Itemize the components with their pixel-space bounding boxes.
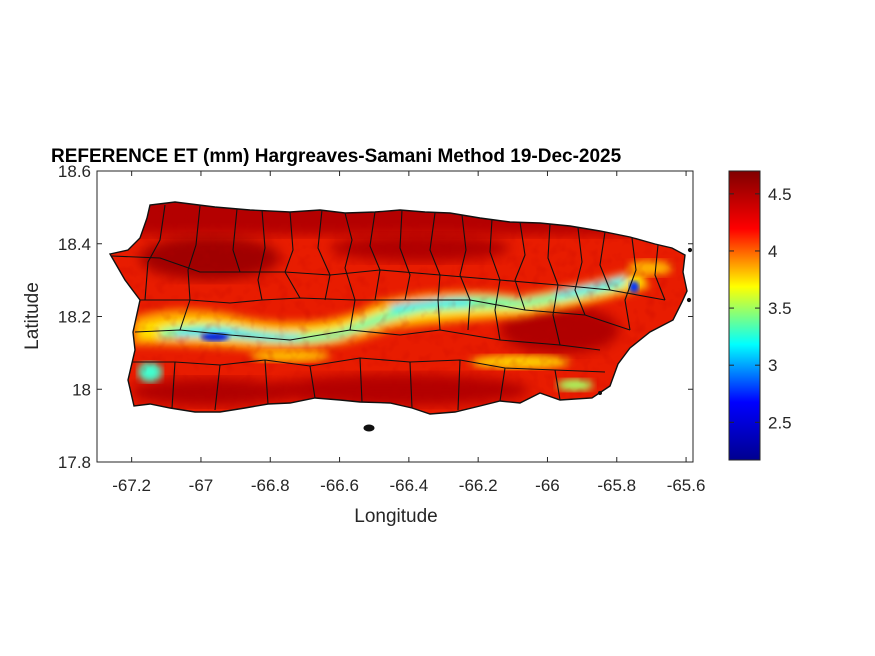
mottle-texture [110, 202, 687, 414]
y-tick-label: 18.6 [58, 162, 91, 181]
colorbar-tick-label: 4.5 [768, 185, 792, 204]
islet-south-1 [598, 391, 602, 395]
colorbar-tick-label: 4 [768, 242, 777, 261]
islet-east-2 [686, 297, 692, 303]
y-axis-label: Latitude [22, 282, 43, 350]
y-tick-label: 17.8 [58, 453, 91, 472]
y-tick-label: 18.4 [58, 235, 91, 254]
chart-title: REFERENCE ET (mm) Hargreaves-Samani Meth… [51, 146, 622, 167]
colorbar-tick-label: 3 [768, 356, 777, 375]
x-axis-ticks: -67.2 -67 -66.8 -66.6 -66.4 -66.2 -66 -65.8 -65.… [112, 171, 705, 495]
x-tick-label: -66 [535, 476, 560, 495]
heatmap-layer [110, 202, 687, 414]
municipality-boundaries [111, 204, 666, 411]
y-axis-ticks: 17.8 18 18.2 18.4 18.6 [58, 162, 693, 472]
colorbar-ticks: 2.5 3 3.5 4 4.5 [729, 185, 792, 432]
x-axis-label: Longitude [354, 506, 437, 527]
x-tick-label: -67 [189, 476, 214, 495]
colorbar: 2.5 3 3.5 4 4.5 [728, 170, 792, 461]
caja-de-muertos-islet [363, 424, 375, 432]
x-tick-label: -65.6 [667, 476, 706, 495]
islet-east-1 [687, 247, 693, 253]
y-tick-label: 18 [72, 380, 91, 399]
x-tick-label: -66.4 [389, 476, 428, 495]
colorbar-tick-label: 2.5 [768, 413, 792, 432]
colorbar-tick-label: 3.5 [768, 299, 792, 318]
x-tick-label: -65.8 [597, 476, 636, 495]
y-tick-label: 18.2 [58, 308, 91, 327]
x-tick-label: -67.2 [112, 476, 151, 495]
x-tick-label: -66.6 [320, 476, 359, 495]
x-tick-label: -66.8 [251, 476, 290, 495]
offshore-islets [363, 247, 693, 432]
colorbar-bar [728, 170, 761, 461]
x-tick-label: -66.2 [459, 476, 498, 495]
